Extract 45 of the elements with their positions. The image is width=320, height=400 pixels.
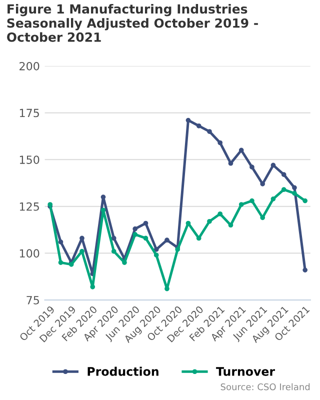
point xyxy=(260,215,266,220)
point xyxy=(238,148,244,153)
point xyxy=(207,218,212,224)
point xyxy=(111,236,116,241)
point xyxy=(270,162,276,168)
point xyxy=(302,268,308,272)
point xyxy=(270,196,276,202)
y-tick-label: 150 xyxy=(20,156,40,164)
chart-title: Figure 1 Manufacturing Industries Seasonally Adjusted October 2019 - October 2021 xyxy=(7,4,258,42)
point xyxy=(207,129,212,134)
point xyxy=(58,260,64,265)
source-note: Source: CSO Ireland xyxy=(220,383,310,390)
point xyxy=(132,226,138,232)
point xyxy=(228,222,234,228)
point xyxy=(238,202,244,207)
y-tick-label: 125 xyxy=(20,202,39,211)
point xyxy=(58,240,64,244)
point xyxy=(196,236,202,241)
point xyxy=(218,211,223,216)
point xyxy=(250,198,254,204)
point xyxy=(292,190,297,196)
y-tick-label: 75 xyxy=(26,296,39,304)
point xyxy=(186,118,191,123)
point xyxy=(281,187,286,192)
point xyxy=(302,198,308,204)
point xyxy=(143,236,148,241)
point xyxy=(228,160,234,166)
legend-label: Production xyxy=(88,366,158,376)
point xyxy=(111,248,116,254)
point xyxy=(164,238,170,243)
y-tick-label: 175 xyxy=(20,108,39,118)
legend-label: Turnover xyxy=(216,367,275,376)
point xyxy=(196,123,202,128)
point xyxy=(132,232,138,237)
point xyxy=(281,172,286,178)
point xyxy=(218,140,223,146)
point xyxy=(100,194,106,200)
point xyxy=(250,164,254,170)
point xyxy=(154,247,159,252)
y-tick-label: 200 xyxy=(20,62,40,70)
point xyxy=(122,260,127,265)
point xyxy=(292,185,297,190)
y-tick-label: 100 xyxy=(20,249,40,258)
point xyxy=(154,252,159,258)
point xyxy=(143,220,148,226)
